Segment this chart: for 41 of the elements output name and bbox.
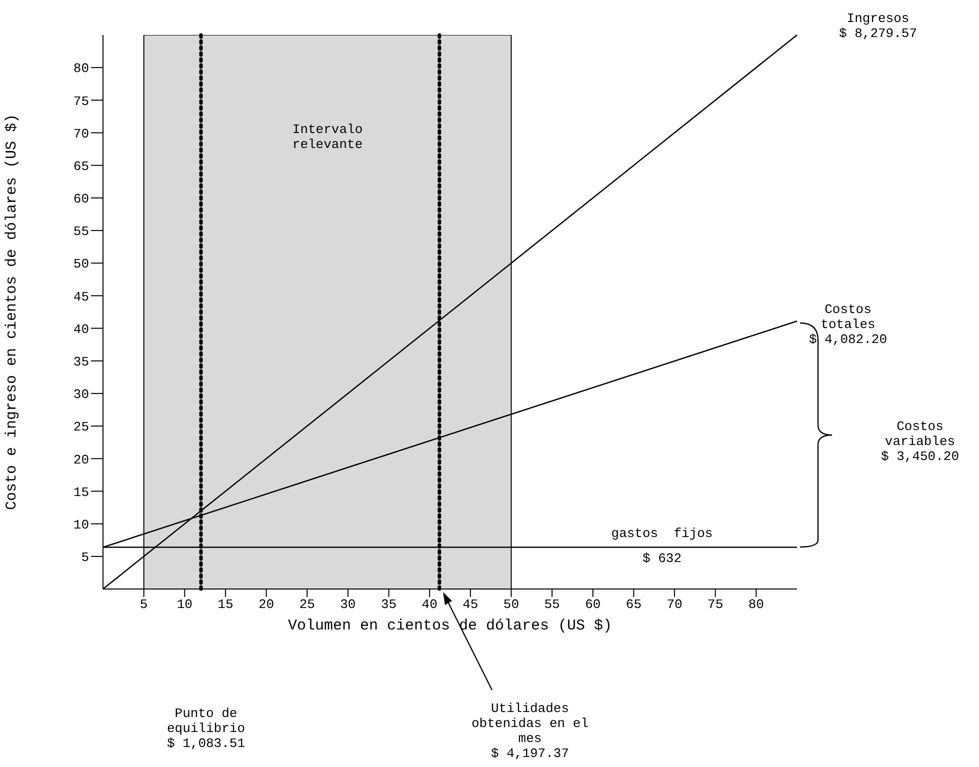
x-tick-label: 55 <box>544 597 560 612</box>
y-tick-label: 5 <box>81 550 89 566</box>
y-tick-label: 30 <box>73 387 89 402</box>
y-tick-label: 45 <box>73 289 89 304</box>
y-tick-label: 65 <box>73 158 89 174</box>
y-tick-label: 80 <box>73 61 89 76</box>
x-tick-label: 30 <box>340 597 356 612</box>
x-tick-label: 60 <box>585 597 601 612</box>
y-tick-label: 10 <box>73 517 89 532</box>
y-tick-label: 70 <box>73 126 89 142</box>
text: Punto de equilibrio $ 1,083.51 <box>166 706 246 751</box>
y-tick-label: 20 <box>73 452 89 468</box>
band-label: Intervalo relevante <box>292 122 363 152</box>
annotation: gastos fijos $ 632 <box>611 526 713 566</box>
text: Utilidades obtenidas en el mes $ 4,197.37 <box>471 701 589 761</box>
x-tick-label: 50 <box>503 597 520 612</box>
x-tick-label: 25 <box>299 597 315 612</box>
y-tick-label: 25 <box>73 420 89 435</box>
text: Costos variables $ 3,450.20 <box>880 419 960 464</box>
y-tick-label: 75 <box>73 94 89 109</box>
x-tick-label: 75 <box>708 597 724 612</box>
x-tick-label: 20 <box>258 597 274 612</box>
y-tick-label: 55 <box>73 224 89 240</box>
x-axis-title: Volumen en cientos de dólares (US $) <box>288 618 612 635</box>
x-tick-label: 5 <box>140 597 148 612</box>
x-tick-label: 80 <box>748 597 764 612</box>
x-tick-label: 40 <box>422 597 438 612</box>
text: Ingresos $ 8,279.57 <box>838 11 918 41</box>
text: Costos totales $ 4,082.20 <box>808 302 888 347</box>
x-tick-label: 45 <box>462 597 478 612</box>
x-tick-label: 70 <box>666 597 682 612</box>
y-tick-label: 15 <box>73 484 89 500</box>
y-tick-label: 50 <box>73 256 89 272</box>
y-axis-title: Costo e ingreso en cientos de dólares (US $) <box>3 114 20 510</box>
x-tick-label: 15 <box>218 597 234 612</box>
x-tick-label: 10 <box>176 597 192 612</box>
y-tick-label: 35 <box>73 354 89 370</box>
x-tick-label: 65 <box>626 597 642 612</box>
y-tick-label: 60 <box>73 192 89 207</box>
y-tick-label: 40 <box>73 322 89 337</box>
x-tick-label: 35 <box>380 597 397 612</box>
